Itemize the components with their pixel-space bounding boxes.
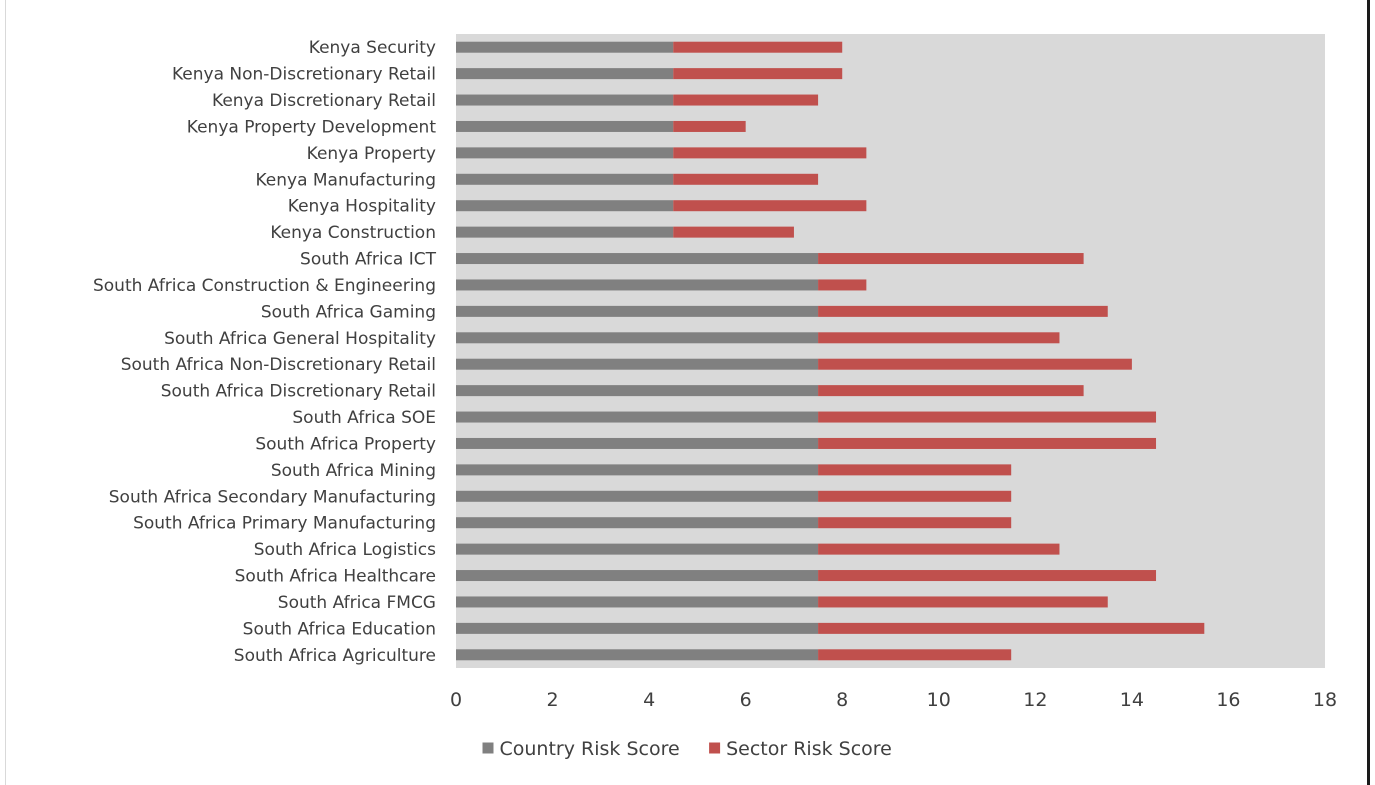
bars-group — [456, 41, 1205, 661]
country-risk-bar — [456, 279, 819, 291]
country-risk-bar — [456, 173, 674, 185]
category-label: South Africa Discretionary Retail — [161, 382, 436, 402]
sector-risk-bar — [818, 649, 1012, 661]
category-label: South Africa SOE — [292, 408, 436, 428]
category-label: South Africa General Hospitality — [164, 329, 436, 349]
category-label: Kenya Construction — [270, 223, 436, 243]
category-labels: South Africa Agriculture South Africa Edu… — [93, 38, 437, 666]
country-risk-bar — [456, 305, 819, 317]
sector-risk-bar — [673, 226, 794, 238]
country-risk-bar — [456, 437, 819, 449]
legend-label-sector: Sector Risk Score — [726, 738, 892, 760]
sector-risk-bar — [818, 464, 1012, 476]
x-tick-label: 16 — [1216, 689, 1240, 711]
category-label: South Africa Primary Manufacturing — [133, 514, 436, 534]
category-label: Kenya Property Development — [187, 117, 437, 137]
x-tick-label: 14 — [1120, 689, 1144, 711]
category-label: South Africa Property — [255, 434, 436, 454]
sector-risk-bar — [818, 490, 1012, 502]
category-label: South Africa Logistics — [254, 540, 436, 560]
category-label: South Africa Secondary Manufacturing — [109, 487, 436, 507]
category-label: Kenya Non-Discretionary Retail — [172, 65, 436, 85]
country-risk-bar — [456, 517, 819, 529]
x-tick-label: 6 — [740, 689, 752, 711]
frame-right-border — [1367, 0, 1370, 785]
category-label: South Africa ICT — [300, 250, 437, 270]
sector-risk-bar — [818, 385, 1084, 397]
sector-risk-bar — [818, 332, 1060, 344]
x-tick-label: 8 — [836, 689, 848, 711]
country-risk-bar — [456, 332, 819, 344]
sector-risk-bar — [818, 305, 1108, 317]
sector-risk-bar — [673, 68, 843, 80]
x-tick-label: 10 — [927, 689, 951, 711]
legend: Country Risk Score Sector Risk Score — [482, 738, 892, 760]
country-risk-bar — [456, 120, 674, 132]
category-label: South Africa Agriculture — [234, 646, 436, 666]
sector-risk-bar — [673, 41, 843, 53]
legend-swatch-sector — [709, 742, 721, 754]
sector-risk-bar — [673, 200, 867, 212]
sector-risk-bar — [818, 411, 1157, 423]
sector-risk-bar — [818, 358, 1132, 370]
sector-risk-bar — [818, 570, 1157, 582]
sector-risk-bar — [818, 543, 1060, 555]
category-label: South Africa Gaming — [261, 302, 436, 322]
category-label: South Africa Non-Discretionary Retail — [121, 355, 436, 375]
sector-risk-bar — [818, 517, 1012, 529]
country-risk-bar — [456, 411, 819, 423]
category-label: South Africa FMCG — [278, 593, 436, 613]
category-label: Kenya Security — [309, 38, 436, 58]
country-risk-bar — [456, 622, 819, 634]
country-risk-bar — [456, 490, 819, 502]
x-tick-label: 18 — [1313, 689, 1337, 711]
sector-risk-bar — [673, 147, 867, 159]
category-label: Kenya Discretionary Retail — [212, 91, 436, 111]
country-risk-bar — [456, 596, 819, 608]
country-risk-bar — [456, 94, 674, 106]
country-risk-bar — [456, 68, 674, 80]
sector-risk-bar — [818, 253, 1084, 265]
country-risk-bar — [456, 385, 819, 397]
x-tick-label: 4 — [643, 689, 655, 711]
x-tick-label: 0 — [450, 689, 462, 711]
category-label: Kenya Manufacturing — [255, 170, 436, 190]
sector-risk-bar — [818, 279, 867, 291]
category-label: South Africa Healthcare — [235, 567, 436, 587]
sector-risk-bar — [818, 596, 1108, 608]
country-risk-bar — [456, 253, 819, 265]
country-risk-bar — [456, 147, 674, 159]
country-risk-bar — [456, 226, 674, 238]
category-label: Kenya Hospitality — [288, 197, 436, 217]
x-tick-label: 12 — [1023, 689, 1047, 711]
country-risk-bar — [456, 41, 674, 53]
category-label: South Africa Construction & Engineering — [93, 276, 436, 296]
country-risk-bar — [456, 358, 819, 370]
plot-area — [456, 34, 1325, 668]
category-label: Kenya Property — [307, 144, 436, 164]
sector-risk-bar — [818, 437, 1157, 449]
frame-left-border — [5, 0, 6, 785]
sector-risk-bar — [673, 94, 819, 106]
x-axis-tick-labels: 0 2 4 6 8 10 12 14 16 18 — [450, 689, 1337, 711]
country-risk-bar — [456, 543, 819, 555]
country-risk-bar — [456, 200, 674, 212]
country-risk-bar — [456, 570, 819, 582]
legend-label-country: Country Risk Score — [500, 738, 680, 760]
sector-risk-bar — [673, 173, 819, 185]
legend-swatch-country — [482, 742, 494, 754]
category-label: South Africa Mining — [271, 461, 436, 481]
x-tick-label: 2 — [547, 689, 559, 711]
sector-risk-bar — [818, 622, 1205, 634]
country-risk-bar — [456, 464, 819, 476]
sector-risk-bar — [673, 120, 746, 132]
category-label: South Africa Education — [243, 619, 436, 639]
country-risk-bar — [456, 649, 819, 661]
